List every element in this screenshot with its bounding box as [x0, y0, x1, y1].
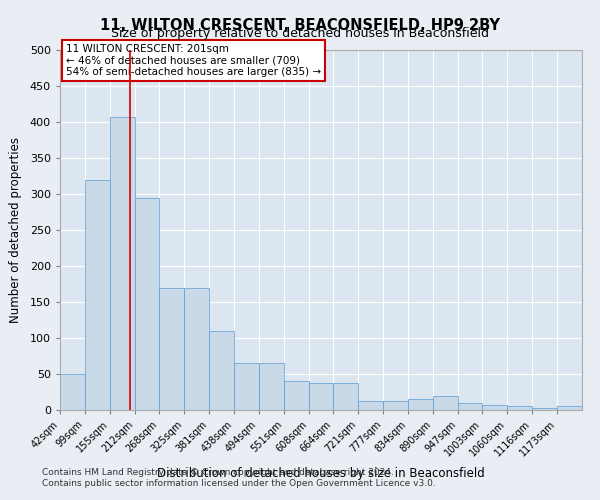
Text: 11, WILTON CRESCENT, BEACONSFIELD, HP9 2BY: 11, WILTON CRESCENT, BEACONSFIELD, HP9 2… [100, 18, 500, 32]
Bar [110, 117, 134, 410]
Text: 11 WILTON CRESCENT: 201sqm
← 46% of detached houses are smaller (709)
54% of sem: 11 WILTON CRESCENT: 201sqm ← 46% of deta… [66, 44, 321, 77]
Bar [184, 288, 209, 410]
Bar [557, 406, 582, 410]
Y-axis label: Number of detached properties: Number of detached properties [8, 137, 22, 323]
Bar [259, 363, 284, 410]
Bar [532, 408, 557, 410]
Bar [334, 384, 358, 410]
Bar [160, 288, 184, 410]
Bar [85, 180, 110, 410]
Bar [358, 400, 383, 410]
Bar [60, 374, 85, 410]
Bar [209, 331, 234, 410]
Bar [308, 384, 334, 410]
Text: Contains HM Land Registry data © Crown copyright and database right 2024.
Contai: Contains HM Land Registry data © Crown c… [42, 468, 436, 487]
Bar [234, 363, 259, 410]
Bar [134, 198, 160, 410]
Bar [508, 406, 532, 410]
Bar [284, 381, 308, 410]
Bar [458, 403, 482, 410]
X-axis label: Distribution of detached houses by size in Beaconsfield: Distribution of detached houses by size … [157, 466, 485, 479]
Bar [408, 399, 433, 410]
Bar [482, 405, 508, 410]
Bar [433, 396, 458, 410]
Bar [383, 400, 408, 410]
Text: Size of property relative to detached houses in Beaconsfield: Size of property relative to detached ho… [111, 28, 489, 40]
